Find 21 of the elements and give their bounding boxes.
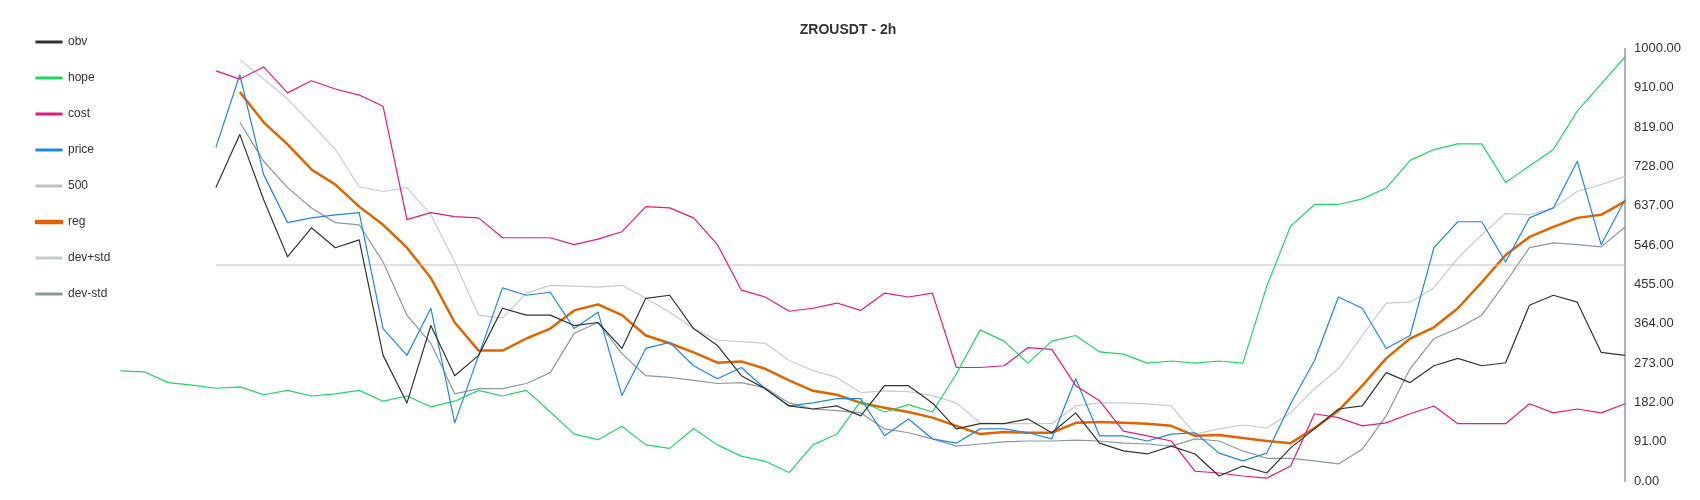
y-tick-label: 0.00 xyxy=(1634,472,1660,488)
legend-label: cost xyxy=(68,106,91,121)
y-tick-label: 819.00 xyxy=(1634,118,1674,134)
y-tick-label: 273.00 xyxy=(1634,354,1674,370)
y-tick-label: 455.00 xyxy=(1634,276,1674,292)
y-tick-label: 546.00 xyxy=(1634,236,1674,252)
legend-label: dev+std xyxy=(68,250,111,265)
legend-label: obv xyxy=(68,34,88,49)
y-tick-label: 728.00 xyxy=(1634,157,1674,173)
legend-label: price xyxy=(68,142,95,157)
chart-title: ZROUSDT - 2h xyxy=(799,21,897,38)
y-tick-label: 364.00 xyxy=(1634,315,1674,331)
y-tick-label: 91.00 xyxy=(1634,433,1667,449)
y-tick-label: 637.00 xyxy=(1634,197,1674,213)
legend-label: hope xyxy=(68,70,96,85)
y-tick-label: 182.00 xyxy=(1634,394,1674,410)
legend-label: 500 xyxy=(68,178,89,193)
legend-label: reg xyxy=(68,214,86,229)
y-tick-label: 910.00 xyxy=(1634,79,1674,95)
y-tick-label: 1000.00 xyxy=(1634,40,1682,56)
legend-label: dev-std xyxy=(68,286,108,301)
